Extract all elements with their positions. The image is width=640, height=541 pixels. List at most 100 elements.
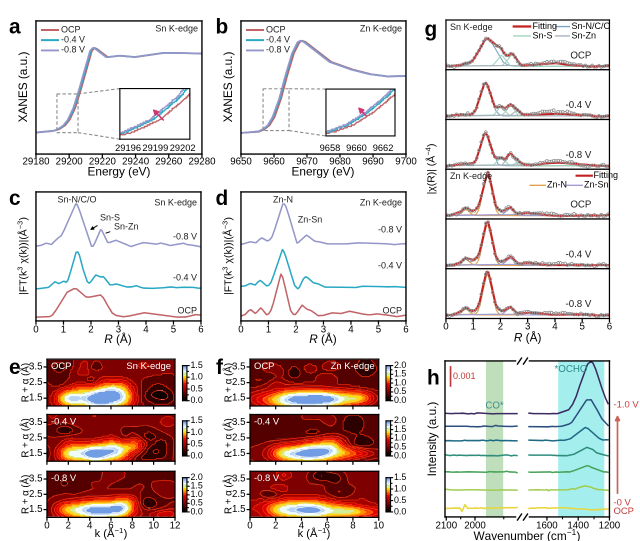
svg-text:OCP: OCP bbox=[254, 361, 274, 372]
svg-text:0.0: 0.0 bbox=[191, 450, 203, 460]
svg-text:| F T ( k χ ( k ) ) | ( Å ): | F T ( k χ ( k ) ) | ( Å ) 3 − 3 bbox=[3, 211, 32, 295]
svg-text:1.5: 1.5 bbox=[394, 472, 406, 482]
svg-text:e: e bbox=[9, 356, 21, 379]
svg-text:2.0: 2.0 bbox=[394, 360, 406, 370]
svg-text:R + α (Å): R + α (Å) bbox=[224, 363, 235, 402]
svg-text:-1.0 V: -1.0 V bbox=[614, 399, 640, 410]
svg-text:1.0: 1.0 bbox=[191, 372, 203, 382]
svg-text:-0.8 V: -0.8 V bbox=[266, 45, 290, 55]
svg-text:4: 4 bbox=[87, 520, 93, 531]
svg-text:5: 5 bbox=[171, 325, 176, 336]
svg-text:R + α (Å): R + α (Å) bbox=[224, 418, 235, 457]
svg-text:6: 6 bbox=[607, 322, 612, 333]
svg-text:1.5: 1.5 bbox=[191, 360, 203, 370]
svg-text:2.5: 2.5 bbox=[29, 489, 43, 500]
svg-text:a: a bbox=[9, 15, 21, 38]
svg-text:Sn-Zn: Sn-Zn bbox=[114, 221, 139, 231]
svg-text:0: 0 bbox=[33, 325, 39, 336]
svg-text:3: 3 bbox=[525, 322, 530, 333]
svg-text:-0.4 V: -0.4 V bbox=[61, 35, 85, 45]
svg-text:-0.4 V: -0.4 V bbox=[51, 416, 77, 427]
svg-text:-0.8 V: -0.8 V bbox=[378, 224, 402, 234]
svg-text:6: 6 bbox=[403, 325, 408, 336]
svg-text:9650: 9650 bbox=[230, 157, 252, 168]
svg-text:R + α (Å): R + α (Å) bbox=[21, 418, 32, 457]
svg-text:1: 1 bbox=[61, 325, 66, 336]
svg-text:29200: 29200 bbox=[56, 157, 84, 168]
svg-text:1400: 1400 bbox=[567, 521, 589, 532]
svg-text:29180: 29180 bbox=[22, 157, 50, 168]
svg-text:29260: 29260 bbox=[155, 157, 183, 168]
svg-text:6: 6 bbox=[108, 520, 113, 531]
svg-text:1: 1 bbox=[266, 325, 271, 336]
svg-text:g: g bbox=[425, 18, 438, 41]
svg-text:1.0: 1.0 bbox=[394, 433, 406, 443]
svg-text:k ( Å ) − 1: k ( Å ) − 1 bbox=[298, 513, 337, 541]
svg-text:-0.8 V: -0.8 V bbox=[51, 473, 77, 484]
svg-text:1200: 1200 bbox=[599, 521, 621, 532]
svg-text:1: 1 bbox=[471, 322, 476, 333]
svg-text:Zn K-edge: Zn K-edge bbox=[360, 197, 402, 207]
svg-text:Energy (eV): Energy (eV) bbox=[88, 165, 151, 179]
svg-text:1.0: 1.0 bbox=[394, 377, 406, 387]
svg-text:1.0: 1.0 bbox=[191, 427, 203, 437]
svg-text:R + α (Å): R + α (Å) bbox=[21, 475, 32, 514]
svg-text:0.5: 0.5 bbox=[394, 441, 406, 451]
svg-text:0: 0 bbox=[238, 325, 244, 336]
svg-text:2.5: 2.5 bbox=[232, 489, 246, 500]
svg-text:9660: 9660 bbox=[346, 143, 367, 153]
svg-text:4: 4 bbox=[552, 322, 558, 333]
svg-text:1.5: 1.5 bbox=[232, 504, 246, 515]
svg-text:Sn-S: Sn-S bbox=[533, 30, 553, 40]
svg-text:1.5: 1.5 bbox=[191, 415, 203, 425]
svg-text:8: 8 bbox=[130, 520, 135, 531]
svg-text:8: 8 bbox=[350, 520, 355, 531]
svg-text:OCP: OCP bbox=[570, 200, 591, 211]
svg-text:-0.8 V: -0.8 V bbox=[565, 299, 591, 310]
svg-text:| F T ( k χ ( k ) ) | ( Å ): | F T ( k χ ( k ) ) | ( Å ) 3 − 3 bbox=[208, 211, 237, 295]
svg-text:12: 12 bbox=[170, 520, 181, 531]
svg-text:2100: 2100 bbox=[435, 521, 457, 532]
svg-text:1.0: 1.0 bbox=[394, 483, 406, 493]
svg-text:9662: 9662 bbox=[373, 143, 394, 153]
svg-text:29280: 29280 bbox=[188, 157, 216, 168]
svg-text:Zn K-edge: Zn K-edge bbox=[331, 361, 375, 372]
svg-text:Zn K-edge: Zn K-edge bbox=[360, 23, 402, 33]
svg-text:XANES (a.u.): XANES (a.u.) bbox=[16, 52, 30, 123]
svg-text:XANES (a.u.): XANES (a.u.) bbox=[221, 52, 235, 123]
svg-text:3: 3 bbox=[116, 325, 121, 336]
svg-text:Intensity (a.u.): Intensity (a.u.) bbox=[425, 402, 439, 477]
svg-text:-0.4 V: -0.4 V bbox=[565, 100, 591, 111]
svg-text:Sn-N/C/O: Sn-N/C/O bbox=[572, 21, 611, 31]
svg-text:R ( Å ): R ( Å ) bbox=[514, 321, 544, 346]
svg-text:1.5: 1.5 bbox=[394, 369, 406, 379]
svg-text:-0.4 V: -0.4 V bbox=[266, 35, 290, 45]
svg-text:3.5: 3.5 bbox=[29, 362, 43, 373]
svg-text:0.0: 0.0 bbox=[394, 395, 406, 405]
svg-text:0.0: 0.0 bbox=[191, 395, 203, 405]
svg-text:2: 2 bbox=[498, 322, 503, 333]
svg-text:c: c bbox=[9, 187, 21, 210]
svg-text:R + α (Å): R + α (Å) bbox=[224, 475, 235, 514]
svg-text:d: d bbox=[216, 187, 229, 210]
svg-text:-0.8 V: -0.8 V bbox=[61, 45, 85, 55]
svg-text:*OCHO: *OCHO bbox=[555, 364, 588, 375]
svg-text:1.5: 1.5 bbox=[29, 393, 43, 404]
svg-text:Zn-N: Zn-N bbox=[273, 194, 293, 204]
svg-text:2.5: 2.5 bbox=[29, 377, 43, 388]
svg-text:2: 2 bbox=[293, 325, 298, 336]
svg-text:b: b bbox=[216, 15, 229, 38]
svg-text:3.5: 3.5 bbox=[232, 362, 246, 373]
svg-text:0.001: 0.001 bbox=[453, 371, 476, 381]
svg-text:Zn-N: Zn-N bbox=[547, 180, 567, 190]
svg-text:0.5: 0.5 bbox=[394, 495, 406, 505]
svg-text:-0.4 V: -0.4 V bbox=[565, 249, 591, 260]
svg-text:OCP: OCP bbox=[266, 24, 286, 34]
svg-text:2.5: 2.5 bbox=[232, 432, 246, 443]
svg-text:-0 V: -0 V bbox=[614, 497, 632, 508]
svg-text:9700: 9700 bbox=[395, 157, 417, 168]
svg-text:29199: 29199 bbox=[142, 143, 168, 153]
svg-text:0: 0 bbox=[44, 520, 50, 531]
svg-text:29196: 29196 bbox=[115, 143, 141, 153]
svg-text:2: 2 bbox=[66, 520, 71, 531]
